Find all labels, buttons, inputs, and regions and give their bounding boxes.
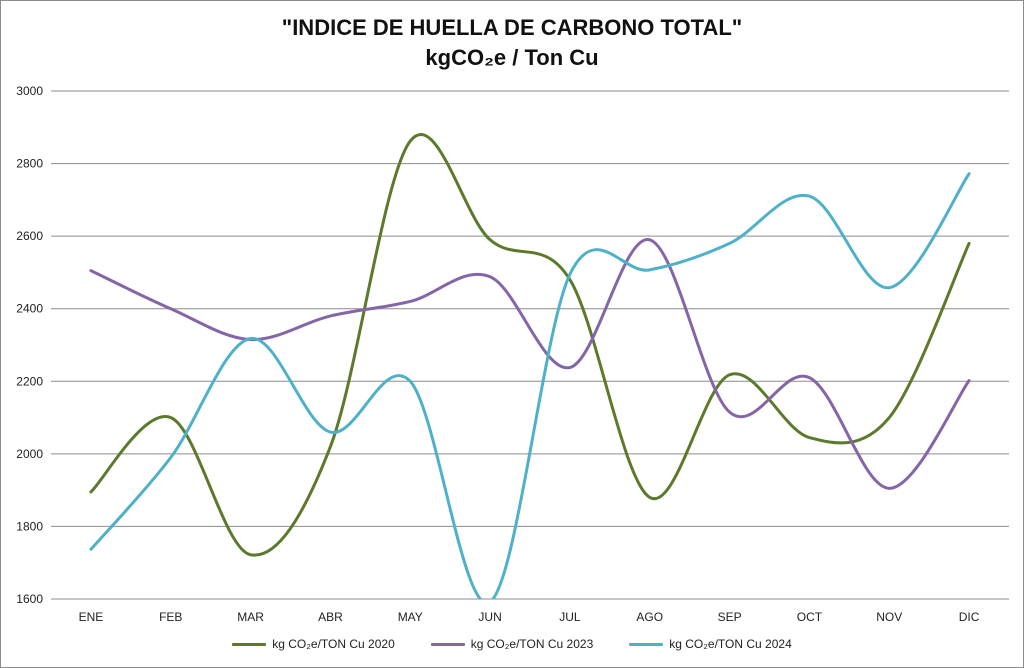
y-tick-label: 2800 [16,157,43,171]
legend-swatch [629,642,664,646]
y-tick-label: 2200 [16,374,43,388]
y-tick-label: 1800 [16,519,43,533]
legend-label: kg CO₂e/TON Cu 2023 [470,637,594,651]
legend-item: kg CO₂e/TON Cu 2020 [232,637,395,651]
x-tick-label: OCT [797,610,823,624]
legend-item: kg CO₂e/TON Cu 2023 [430,637,594,651]
series-line-1 [89,133,971,557]
x-tick-label: SEP [718,610,742,624]
x-tick-label: NOV [876,610,902,624]
y-tick-label: 2400 [16,302,43,316]
x-tick-label: AGO [636,610,663,624]
chart-title: "INDICE DE HUELLA DE CARBONO TOTAL" [281,15,743,40]
y-tick-label: 2000 [16,447,43,461]
y-tick-label: 1600 [16,592,43,606]
x-tick-label: FEB [159,610,182,624]
x-tick-label: DIC [959,610,980,624]
x-tick-label: MAY [398,610,423,624]
legend-item: kg CO₂e/TON Cu 2024 [629,637,792,651]
legend: kg CO₂e/TON Cu 2020 kg CO₂e/TON Cu 2023 kg… [1,637,1023,651]
x-tick-label: JUL [559,610,581,624]
x-tick-label: JUN [478,610,501,624]
legend-label: kg CO₂e/TON Cu 2020 [272,637,395,651]
legend-swatch [232,642,267,646]
x-tick-label: ENE [79,610,104,624]
x-tick-label: ABR [318,610,343,624]
legend-swatch [430,642,465,646]
chart-subtitle: kgCO₂e / Ton Cu [425,45,599,70]
legend-label: kg CO₂e/TON Cu 2024 [669,637,792,651]
x-tick-label: MAR [237,610,264,624]
y-tick-label: 3000 [16,84,43,98]
y-tick-label: 2600 [16,229,43,243]
series-line-3 [89,172,971,599]
